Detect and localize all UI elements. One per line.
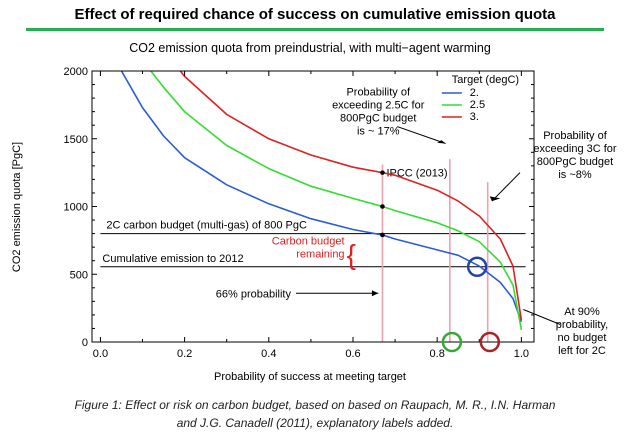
annotation-90-arrow [523, 309, 561, 325]
annotation-p25-arrowhead [437, 140, 446, 144]
annotation-p25-arrow [397, 126, 446, 144]
annotation-66-arrowhead [371, 290, 379, 297]
highlight-circle-1 [466, 256, 488, 278]
highlight-circle-3 [479, 331, 501, 353]
ipcc-point-3 [380, 232, 385, 238]
page-title: Effect of required chance of success on … [74, 6, 556, 23]
x-tick-label-3: 0.6 [345, 348, 360, 360]
ipcc-marker-label: IPCC (2013) [386, 167, 447, 179]
y-axis-label: CO2 emission quota [PgC] [11, 142, 23, 272]
reference-label-budget: 2C carbon budget (multi-gas) of 800 PgC [106, 220, 307, 232]
annotation-p25-line-1: Probability of [346, 86, 411, 98]
figure-caption: Figure 1: Effect or risk on carbon budge… [0, 396, 630, 432]
x-tick-label-5: 1.0 [514, 348, 529, 360]
y-tick-label-2: 1000 [64, 202, 88, 214]
title-underline [26, 28, 604, 31]
reference-label-cumulative: Cumulative emission to 2012 [102, 253, 243, 265]
highlight-circle-2 [441, 331, 463, 353]
annotation-p25-line-4: is ~ 17% [357, 125, 400, 137]
ipcc-point-2 [380, 204, 385, 209]
plot-frame [91, 70, 535, 343]
series-line-3_ [179, 71, 523, 321]
annotation-90-probability-line-2: probability, [556, 319, 608, 331]
annotation-remaining-line-1: Carbon budget [272, 235, 345, 247]
annotation-p25-line-2: exceeding 2.5C for [332, 99, 425, 111]
y-tick-label-0: 0 [82, 337, 88, 349]
annotation-p3-arrowhead [489, 196, 501, 202]
budget-remaining-brace: { [347, 239, 356, 270]
annotation-90-probability-line-3: no budget [558, 332, 607, 344]
y-tick-label-1: 500 [70, 269, 88, 281]
chart-title: CO2 emission quota from preindustrial, w… [129, 41, 491, 55]
annotation-p3-line-2: exceeding 3C for [533, 143, 616, 155]
annotation-p3-arrow [491, 172, 521, 202]
x-tick-label-4: 0.8 [430, 348, 445, 360]
x-axis-label: Probability of success at meeting target [214, 371, 406, 383]
y-tick-label-3: 1500 [64, 134, 88, 146]
ipcc-point-1 [380, 170, 385, 175]
x-tick-label-1: 0.2 [177, 348, 192, 360]
emission-quota-chart: CO2 emission quota from preindustrial, w… [11, 41, 617, 383]
legend-label-2: 2.5 [470, 99, 485, 111]
annotation-p3-line-1: Probability of [543, 130, 608, 142]
annotation-p3-line-3: 800PgC budget [537, 156, 613, 168]
annotation-p25-line-3: 800PgC budget [340, 112, 416, 124]
caption-line-2: and J.G. Canadell (2011), explanatory la… [176, 416, 454, 430]
x-tick-label-0: 0.0 [93, 348, 108, 360]
annotation-90-probability-line-4: left for 2C [558, 345, 606, 357]
annotation-66-probability: 66% probability [216, 288, 292, 300]
x-tick-label-2: 0.4 [261, 348, 276, 360]
annotation-p3-line-4: is ~8% [558, 169, 592, 181]
legend-label-3: 3. [470, 111, 479, 123]
caption-line-1: Figure 1: Effect or risk on carbon budge… [74, 398, 556, 412]
annotation-90-probability-line-1: At 90% [564, 306, 600, 318]
annotation-remaining-line-2: remaining [296, 248, 344, 260]
legend-label-1: 2. [470, 87, 479, 99]
legend-title: Target (degC) [452, 74, 519, 86]
y-tick-label-4: 2000 [64, 66, 88, 78]
series-line-2_ [120, 71, 523, 322]
